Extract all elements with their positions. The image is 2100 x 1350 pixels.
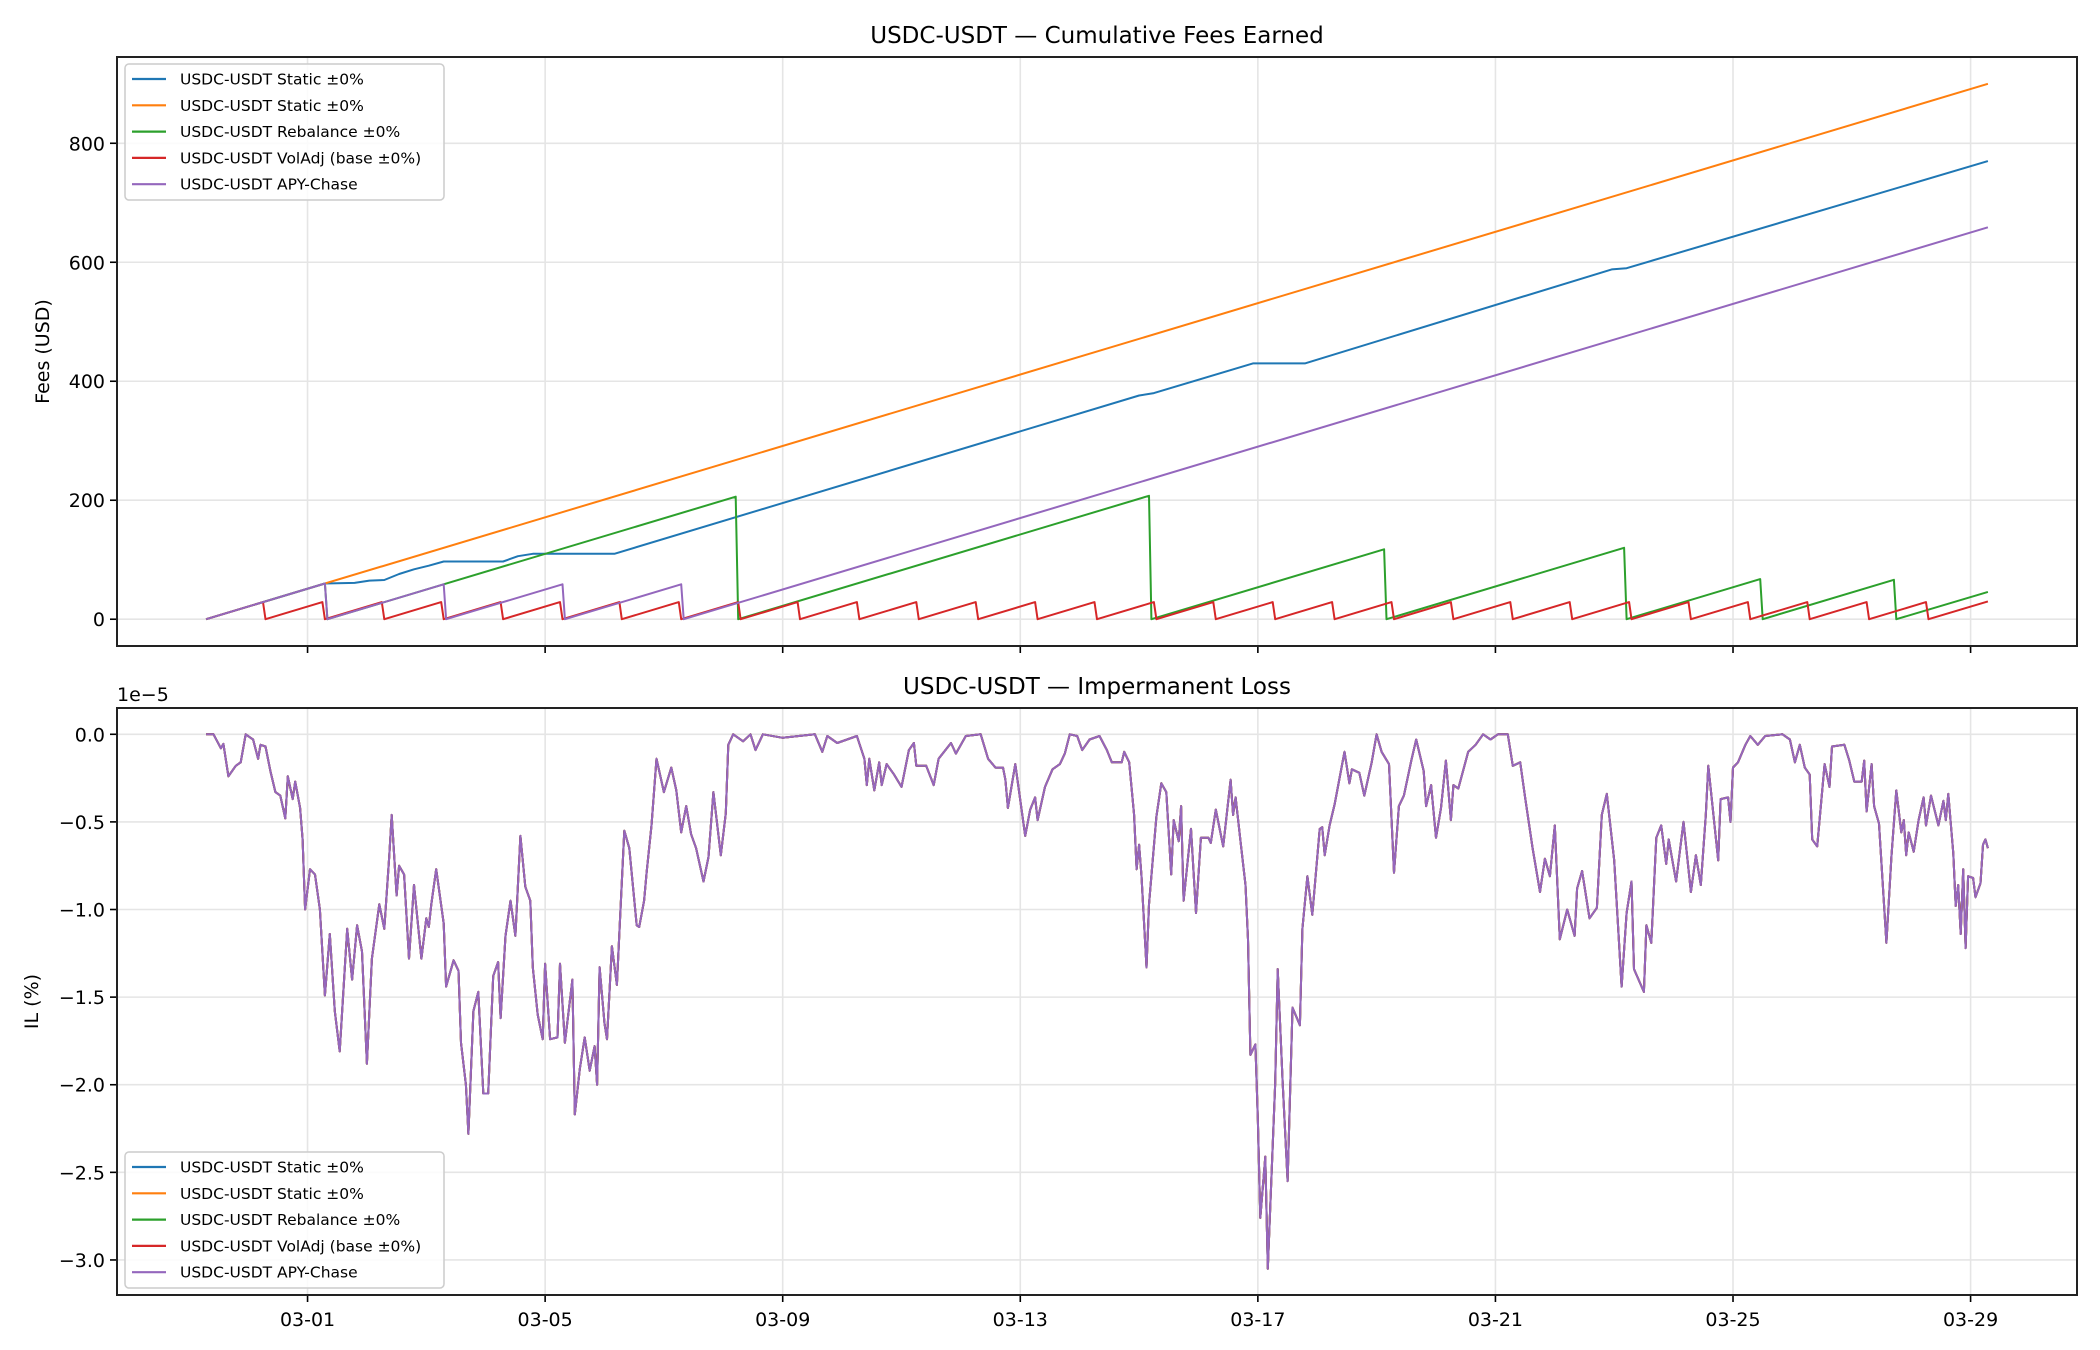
- y-axis-label: Fees (USD): [32, 299, 54, 404]
- legend-item: USDC-USDT Static ±0%: [132, 1159, 364, 1177]
- series-line-4: [206, 733, 1989, 1270]
- y-tick-label: 600: [69, 252, 105, 274]
- legend-item: USDC-USDT Rebalance ±0%: [132, 1211, 400, 1229]
- x-tick-label: 03-05: [518, 1309, 573, 1331]
- y-tick-label: −3.0: [59, 1250, 105, 1272]
- legend-label: USDC-USDT VolAdj (base ±0%): [180, 1237, 421, 1255]
- y-offset-text: 1e−5: [117, 684, 169, 706]
- legend-item: USDC-USDT Static ±0%: [132, 71, 364, 89]
- x-tick-label: 03-25: [1705, 1309, 1760, 1331]
- y-tick-label: 0.0: [75, 724, 105, 746]
- legend-label: USDC-USDT Static ±0%: [180, 71, 364, 89]
- y-tick-label: 0: [93, 609, 105, 631]
- series-lines: [205, 82, 1989, 621]
- legend-label: USDC-USDT VolAdj (base ±0%): [180, 149, 421, 167]
- legend-item: USDC-USDT VolAdj (base ±0%): [132, 1237, 421, 1255]
- series-line-0: [205, 160, 1989, 621]
- y-tick-label: −2.5: [59, 1162, 105, 1184]
- legend: USDC-USDT Static ±0% USDC-USDT Static ±0%…: [124, 1151, 445, 1289]
- legend-label: USDC-USDT APY-Chase: [180, 1264, 358, 1282]
- legend-item: USDC-USDT VolAdj (base ±0%): [132, 149, 421, 167]
- axes-frame: [116, 56, 2078, 647]
- legend-label: USDC-USDT Rebalance ±0%: [180, 123, 400, 141]
- y-tick-label: 800: [69, 133, 105, 155]
- x-tick-label: 03-29: [1943, 1309, 1998, 1331]
- series-lines: [206, 733, 1989, 1270]
- series-line-4: [205, 226, 1989, 621]
- legend-item: USDC-USDT APY-Chase: [132, 1264, 358, 1282]
- legend-item: USDC-USDT APY-Chase: [132, 176, 358, 194]
- x-tick-label: 03-01: [280, 1309, 335, 1331]
- chart-title: USDC-USDT — Impermanent Loss: [903, 674, 1291, 700]
- legend-label: USDC-USDT Static ±0%: [180, 1159, 364, 1177]
- x-tick-label: 03-21: [1468, 1309, 1523, 1331]
- y-tick-label: 200: [69, 490, 105, 512]
- legend-label: USDC-USDT Rebalance ±0%: [180, 1211, 400, 1229]
- series-line-3: [205, 600, 1989, 621]
- chart-title: USDC-USDT — Cumulative Fees Earned: [870, 23, 1323, 49]
- legend: USDC-USDT Static ±0% USDC-USDT Static ±0%…: [124, 63, 445, 201]
- x-tick-label: 03-17: [1230, 1309, 1285, 1331]
- series-line-2: [205, 494, 1989, 621]
- legend-item: USDC-USDT Static ±0%: [132, 1185, 364, 1203]
- fees-chart: 0 200 400 600 800 USDC-USDT — Cumulative Fees…: [32, 23, 2078, 653]
- y-tick-label: 400: [69, 371, 105, 393]
- x-tick-label: 03-09: [755, 1309, 810, 1331]
- legend-box: [124, 1151, 445, 1289]
- x-tick-label: 03-13: [993, 1309, 1048, 1331]
- y-tick-label: −1.0: [59, 900, 105, 922]
- axes-frame: [116, 707, 2078, 1296]
- y-tick-label: −0.5: [59, 812, 105, 834]
- y-tick-label: −1.5: [59, 987, 105, 1009]
- legend-item: USDC-USDT Static ±0%: [132, 97, 364, 115]
- series-line-1: [205, 82, 1989, 621]
- impermanent-loss-chart: 03-01 03-05 03-09 03-13 03-17 03-21 03-25 03-29…: [21, 674, 2078, 1331]
- y-tick-label: −2.0: [59, 1075, 105, 1097]
- legend-label: USDC-USDT Static ±0%: [180, 1185, 364, 1203]
- legend-label: USDC-USDT APY-Chase: [180, 176, 358, 194]
- legend-box: [124, 63, 445, 201]
- legend-item: USDC-USDT Rebalance ±0%: [132, 123, 400, 141]
- y-axis-label: IL (%): [21, 974, 43, 1029]
- legend-label: USDC-USDT Static ±0%: [180, 97, 364, 115]
